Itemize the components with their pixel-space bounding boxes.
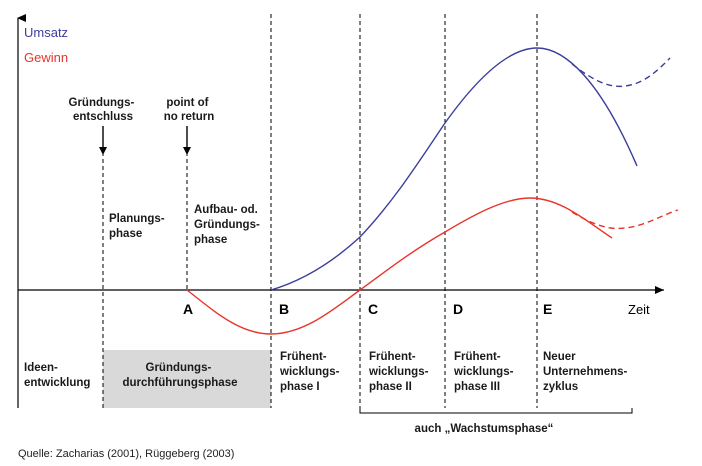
wachstumsphase-label: auch „Wachstumsphase“ bbox=[415, 423, 554, 435]
umsatz-forecast-curve bbox=[571, 57, 671, 88]
x-axis-label: Zeit bbox=[628, 302, 650, 317]
point-of-no-return-label: point of no return bbox=[164, 97, 214, 123]
point-E: E bbox=[543, 301, 552, 317]
gruendungsentschluss-label: Gründungs- entschluss bbox=[69, 97, 138, 123]
gewinn-curve bbox=[186, 197, 613, 335]
umsatz-curve bbox=[270, 47, 638, 291]
gruendungsdurchfuehrung-shade bbox=[103, 350, 271, 408]
source-note: Quelle: Zacharias (2001), Rüggeberg (200… bbox=[18, 448, 234, 460]
neuer-unternehmenszyklus-label: Neuer Unternehmens- zyklus bbox=[543, 351, 631, 393]
aufbauphase-label: Aufbau- od. Gründungs- phase bbox=[194, 204, 263, 246]
point-A: A bbox=[183, 301, 193, 317]
point-of-no-return-arrowhead bbox=[183, 147, 191, 155]
ideenentwicklung-label: Ideen- entwicklung bbox=[24, 362, 90, 389]
gruendungsentschluss-arrowhead bbox=[99, 147, 107, 155]
point-C: C bbox=[368, 301, 378, 317]
fruehentwicklungsphase-2-label: Frühent- wicklungs- phase II bbox=[368, 351, 432, 393]
gewinn-forecast-curve bbox=[571, 209, 679, 230]
legend-gewinn: Gewinn bbox=[24, 50, 68, 65]
fruehentwicklungsphase-1-label: Frühent- wicklungs- phase I bbox=[279, 351, 343, 393]
planungsphase-label: Planungs- phase bbox=[109, 213, 168, 240]
point-D: D bbox=[453, 301, 463, 317]
point-B: B bbox=[279, 301, 289, 317]
legend-umsatz: Umsatz bbox=[24, 25, 68, 40]
fruehentwicklungsphase-3-label: Frühent- wicklungs- phase III bbox=[453, 351, 517, 393]
wachstumsphase-bracket bbox=[359, 408, 633, 414]
gruendungsdurchfuehrungsphase-label: Gründungs- durchführungsphase bbox=[122, 362, 237, 389]
